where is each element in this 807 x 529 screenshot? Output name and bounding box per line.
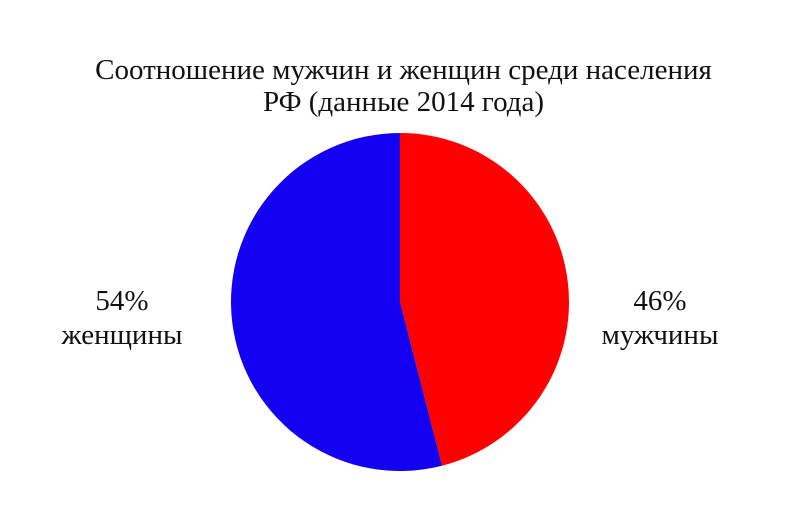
label-men-value: 46%	[633, 285, 687, 317]
label-women-name: женщины	[61, 319, 183, 351]
chart-title-line1: Соотношение мужчин и женщин среди населе…	[95, 54, 712, 86]
pie-slice-men	[400, 133, 570, 466]
label-women-value: 54%	[95, 285, 149, 317]
chart-title-line2: РФ (данные 2014 года)	[262, 86, 545, 118]
label-men-name: мужчины	[601, 319, 719, 351]
label-women: 54% женщины	[22, 284, 222, 352]
label-men: 46% мужчины	[560, 284, 760, 352]
pie-slice-women	[230, 133, 443, 471]
